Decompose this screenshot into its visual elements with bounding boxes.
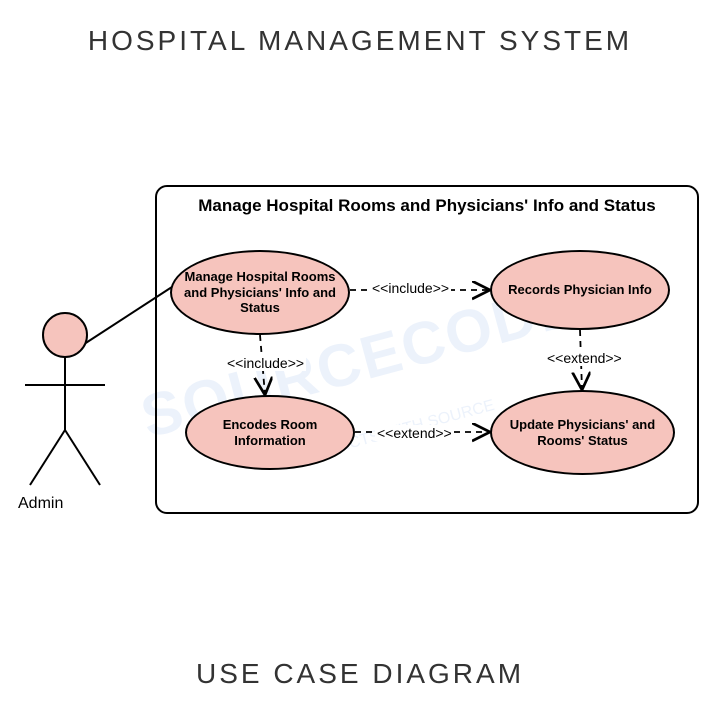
page-title-bottom: USE CASE DIAGRAM bbox=[0, 658, 720, 690]
usecase-manage: Manage Hospital Rooms and Physicians' In… bbox=[170, 250, 350, 335]
usecase-encodes-room: Encodes Room Information bbox=[185, 395, 355, 470]
edge-include-1: <<include>> bbox=[370, 280, 451, 296]
system-boundary-title: Manage Hospital Rooms and Physicians' In… bbox=[167, 195, 687, 217]
usecase-update-status: Update Physicians' and Rooms' Status bbox=[490, 390, 675, 475]
page-title-top: HOSPITAL MANAGEMENT SYSTEM bbox=[0, 25, 720, 57]
usecase-update-label: Update Physicians' and Rooms' Status bbox=[502, 417, 663, 448]
usecase-encodes-label: Encodes Room Information bbox=[197, 417, 343, 448]
actor-admin-label: Admin bbox=[18, 495, 63, 513]
edge-include-2: <<include>> bbox=[225, 355, 306, 371]
actor-admin bbox=[20, 310, 110, 495]
usecase-manage-label: Manage Hospital Rooms and Physicians' In… bbox=[182, 269, 338, 316]
usecase-records-physician: Records Physician Info bbox=[490, 250, 670, 330]
edge-extend-1: <<extend>> bbox=[545, 350, 624, 366]
usecase-records-label: Records Physician Info bbox=[508, 282, 652, 298]
edge-extend-2: <<extend>> bbox=[375, 425, 454, 441]
